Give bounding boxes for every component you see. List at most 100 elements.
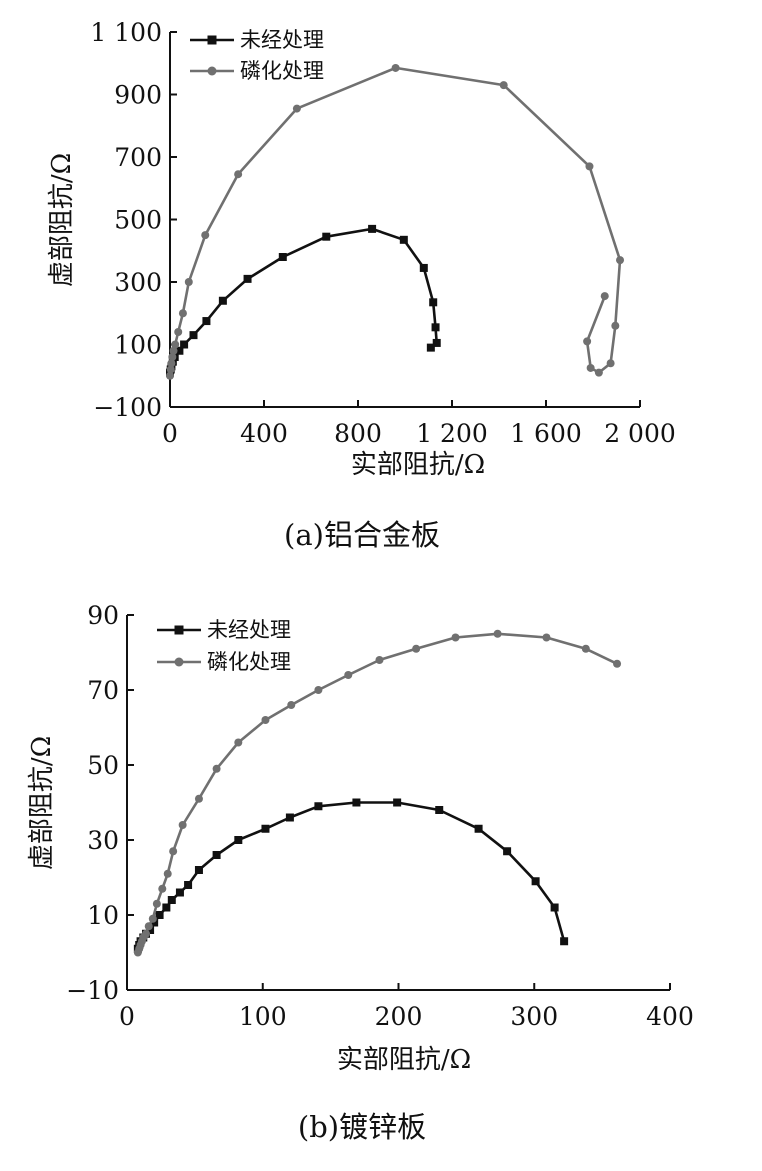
data-point [169, 346, 178, 355]
data-point [158, 884, 167, 893]
data-point [201, 231, 210, 240]
data-point [234, 836, 243, 844]
data-point [550, 903, 559, 912]
figure-caption: (a)铝合金板 [284, 518, 440, 552]
data-point [168, 353, 177, 361]
data-point [531, 877, 540, 886]
data-point [155, 911, 164, 919]
series-line [168, 227, 439, 373]
data-point [218, 296, 227, 305]
legend-marker [174, 657, 184, 667]
data-point [162, 903, 171, 912]
data-point [352, 798, 361, 807]
x-tick-label: 0 [162, 419, 178, 448]
legend-marker [207, 35, 217, 45]
x-tick-label: 300 [510, 1002, 558, 1031]
x-tick-label: 800 [334, 419, 382, 448]
data-point [606, 359, 615, 368]
data-point [585, 162, 594, 171]
data-point [542, 633, 551, 642]
data-point [202, 317, 211, 326]
legend-label: 未经处理 [207, 618, 291, 642]
data-point [166, 371, 174, 380]
data-point [142, 929, 151, 938]
data-point [594, 368, 603, 377]
chart-a: 0 400 800 1 200 1 600 2 000 −100 100 300 500 700 90… [47, 18, 676, 552]
legend-marker [174, 625, 184, 635]
data-point [344, 671, 353, 679]
data-point [148, 914, 157, 923]
data-point [184, 278, 193, 286]
y-tick-label: 90 [87, 601, 119, 630]
legend-marker [207, 66, 217, 76]
data-point [243, 274, 252, 283]
data-point [152, 899, 161, 908]
data-point [174, 328, 183, 336]
legend-entry: 磷化处理 [190, 59, 324, 83]
data-point [431, 323, 440, 332]
x-tick-label: 0 [119, 1002, 135, 1031]
data-point [175, 346, 184, 355]
data-point [493, 629, 502, 638]
data-point [616, 256, 625, 265]
y-tick-label: −100 [93, 393, 162, 422]
x-tick-label: 400 [240, 419, 288, 448]
data-point [432, 338, 441, 347]
series-line [168, 66, 622, 376]
data-point [613, 659, 622, 668]
data-point [212, 851, 221, 859]
data-point [581, 644, 590, 653]
data-point [314, 802, 323, 811]
data-point [184, 881, 193, 889]
y-tick-label: 1 100 [90, 18, 162, 47]
series-line [136, 801, 566, 950]
data-point [474, 824, 483, 833]
data-point [178, 821, 187, 829]
data-point [399, 235, 408, 244]
x-tick-label: 100 [239, 1002, 287, 1031]
legend-label: 磷化处理 [207, 650, 291, 674]
data-point [375, 656, 384, 664]
legend-entry: 未经处理 [190, 28, 324, 52]
data-point [586, 363, 595, 372]
x-tick-label: 1 600 [510, 419, 582, 448]
series-untreated [166, 224, 441, 377]
series-line [136, 632, 618, 953]
data-point [261, 824, 270, 833]
y-tick-label: 900 [114, 81, 162, 110]
data-point [426, 343, 435, 352]
y-tick-label: 70 [87, 676, 119, 705]
series-phosphated [166, 63, 625, 380]
data-point [234, 738, 243, 747]
data-point [314, 686, 323, 694]
data-point [419, 263, 428, 272]
y-tick-label: −10 [66, 976, 119, 1005]
data-point [144, 922, 153, 931]
y-tick-label: 30 [87, 826, 119, 855]
data-point [600, 292, 609, 301]
y-tick-label: 10 [87, 901, 119, 930]
chart-b: 0 100 200 300 400 −10 10 30 50 70 90 实部阻抗/Ω 虚部阻抗/Ω (b… [27, 601, 694, 1144]
data-point [451, 633, 460, 642]
data-point [322, 232, 331, 241]
data-point [278, 253, 287, 261]
legend-entry: 未经处理 [157, 618, 291, 642]
data-point [368, 224, 377, 233]
y-axis-label: 虚部阻抗/Ω [47, 153, 77, 287]
x-axis-label: 实部阻抗/Ω [337, 1045, 471, 1075]
data-point [167, 896, 176, 904]
x-tick-label: 400 [646, 1002, 694, 1031]
x-axis-label: 实部阻抗/Ω [351, 450, 485, 480]
x-tick-label: 2 000 [604, 419, 676, 448]
data-point [499, 81, 508, 90]
data-point [435, 806, 444, 814]
y-tick-label: 300 [114, 268, 162, 297]
data-point [163, 869, 172, 878]
data-point [194, 866, 203, 874]
data-point [171, 340, 180, 349]
y-tick-label: 50 [87, 751, 119, 780]
data-point [583, 337, 592, 346]
data-point [180, 340, 189, 349]
y-tick-label: 700 [114, 143, 162, 172]
series-phosphated [133, 629, 622, 957]
